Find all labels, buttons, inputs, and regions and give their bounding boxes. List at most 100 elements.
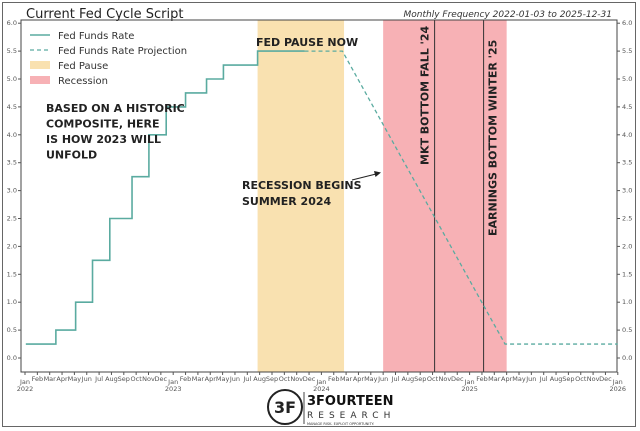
x-tick-label: Apr [353,375,365,383]
arrow-line [351,173,377,181]
x-tick-label: Nov [142,375,155,383]
y-tick-label-right: 1.5 [622,270,632,278]
x-tick-label: Oct [575,375,587,383]
x-tick-label: Jul [539,375,548,383]
y-tick-label-left: 5.0 [7,75,17,83]
y-tick-label-right: 1.0 [622,298,632,306]
x-tick-label: Aug [401,375,414,383]
y-tick-label-right: 2.0 [622,242,632,250]
logo-mark-text: 3F [274,398,296,417]
x-year-label: 2023 [165,385,182,393]
annotation-fed-pause: FED PAUSE NOW [256,36,358,49]
x-tick-label: Oct [427,375,439,383]
y-tick-label-left: 4.5 [7,103,17,111]
x-tick-label: Jun [377,375,388,383]
x-tick-label: Jan [612,378,623,386]
x-tick-label: Sep [414,375,426,383]
chart-title: Current Fed Cycle Script [26,7,183,22]
x-tick-label: Jan [464,378,475,386]
x-tick-label: Sep [562,375,574,383]
x-tick-label: Feb [328,375,340,383]
annotation-composite-line: UNFOLD [46,149,97,162]
series-fed-funds-rate [25,50,305,345]
y-tick-label-right: 5.5 [622,47,632,55]
x-tick-label: Nov [439,375,452,383]
x-tick-label: Jul [242,375,251,383]
y-tick-label-right: 4.0 [622,131,632,139]
x-tick-label: Feb [32,375,44,383]
annotation-composite-line: COMPOSITE, HERE [46,118,160,131]
y-tick-label-left: 3.5 [7,159,17,167]
chart-subtitle: Monthly Frequency 2022-01-03 to 2025-12-… [404,10,612,20]
y-tick-label-right: 2.5 [622,215,632,223]
x-tick-label: Apr [56,375,68,383]
x-tick-label: Dec [303,375,316,383]
x-tick-label: Mar [340,375,353,383]
x-tick-label: Jul [391,375,400,383]
x-tick-label: Jun [525,375,536,383]
y-tick-label-left: 6.0 [7,19,17,27]
annotation-mkt-bottom: MKT BOTTOM FALL '24 [419,25,432,165]
logo-sub: RESEARCH [307,411,395,421]
x-tick-label: Mar [488,375,501,383]
x-tick-label: Jun [81,375,92,383]
x-year-label: 2025 [461,385,478,393]
legend-swatch-recession [30,76,50,84]
x-tick-label: Apr [501,375,513,383]
annotation-recession-line: RECESSION BEGINS [242,179,362,192]
y-tick-label-left: 3.0 [7,187,17,195]
x-tick-label: Jul [94,375,103,383]
y-tick-label-left: 2.5 [7,215,17,223]
x-year-label: 2026 [610,385,627,393]
legend-label: Fed Funds Rate [58,31,134,42]
x-tick-label: Oct [279,375,291,383]
x-tick-label: Mar [44,375,57,383]
legend-swatch-fed-pause [30,61,50,69]
x-tick-label: Aug [105,375,118,383]
y-tick-label-left: 5.5 [7,47,17,55]
span-recession [383,20,507,372]
y-tick-label-right: 3.5 [622,159,632,167]
x-tick-label: Dec [155,375,168,383]
x-tick-label: Nov [587,375,600,383]
y-tick-label-left: 0.5 [7,326,17,334]
x-tick-label: May [512,375,526,383]
x-tick-label: Feb [476,375,488,383]
annotation-composite-line: IS HOW 2023 WILL [46,133,161,146]
x-tick-label: Nov [290,375,303,383]
y-tick-label-right: 3.0 [622,187,632,195]
x-tick-label: Apr [205,375,217,383]
x-tick-label: May [68,375,82,383]
span-fed-pause [257,20,345,372]
legend-label: Fed Pause [58,61,108,72]
y-tick-label-right: 6.0 [622,19,632,27]
legend-label: Recession [58,76,108,87]
x-tick-label: Aug [253,375,266,383]
x-tick-label: Feb [180,375,192,383]
y-tick-label-right: 4.5 [622,103,632,111]
x-tick-label: Sep [266,375,278,383]
x-tick-label: Sep [118,375,130,383]
logo-name: 3FOURTEEN [307,394,393,409]
x-tick-label: May [364,375,378,383]
x-tick-label: Dec [599,375,612,383]
image-frame [2,2,636,427]
annotation-recession-line: SUMMER 2024 [242,195,332,208]
y-tick-label-left: 2.0 [7,242,17,250]
legend-label: Fed Funds Rate Projection [58,46,187,57]
x-tick-label: Jan [315,378,326,386]
y-tick-label-right: 0.5 [622,326,632,334]
logo-mark-icon [267,389,303,425]
x-tick-label: Aug [550,375,563,383]
logo-tagline: MANAGE RISK. EXPLOIT OPPORTUNITY. [307,422,375,426]
x-tick-label: Jan [19,378,30,386]
y-tick-label-right: 0.0 [622,354,632,362]
x-tick-label: Mar [192,375,205,383]
annotation-composite-line: BASED ON A HISTORIC [46,102,185,115]
y-tick-label-left: 1.0 [7,298,17,306]
annotation-earnings-bottom: EARNINGS BOTTOM WINTER '25 [487,40,500,236]
y-tick-label-left: 1.5 [7,270,17,278]
y-tick-label-left: 4.0 [7,131,17,139]
